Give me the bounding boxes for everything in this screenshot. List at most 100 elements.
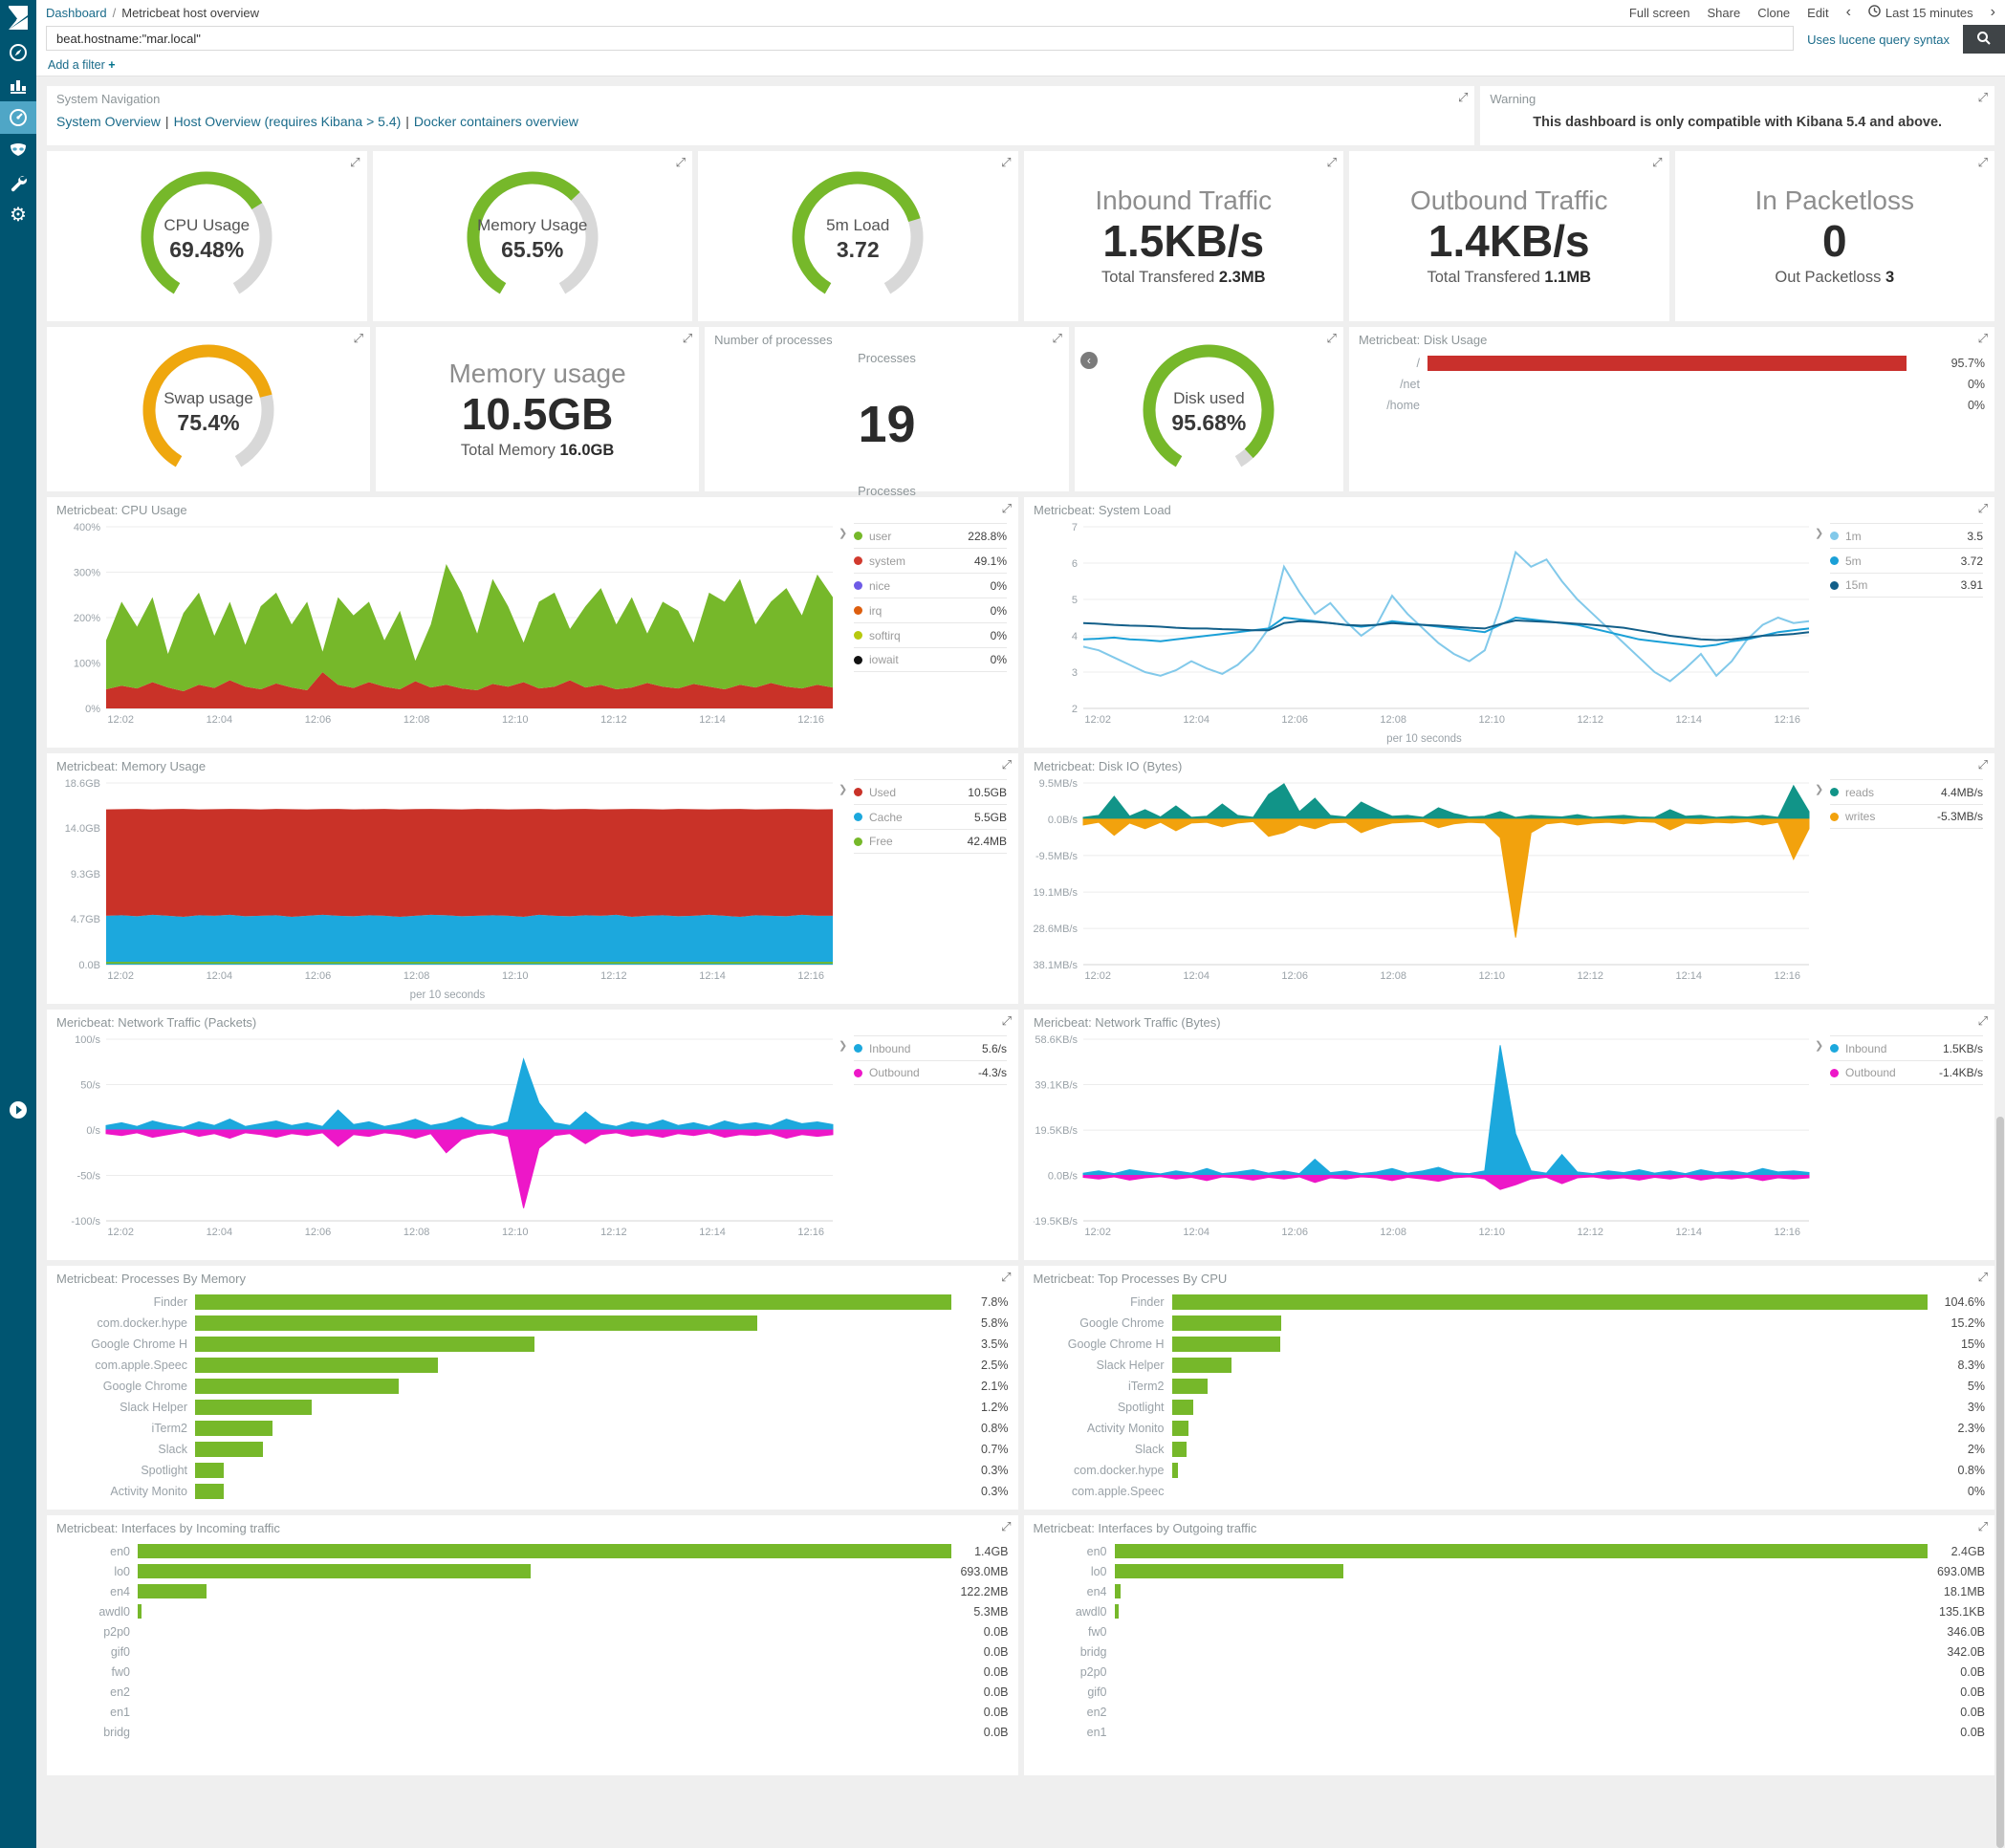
expand-icon[interactable]: ⤢ <box>1977 155 1988 169</box>
expand-icon[interactable]: ⤢ <box>1977 331 1989 345</box>
legend-collapse-chevron[interactable]: ❯ <box>839 784 848 795</box>
expand-icon[interactable]: ⤢ <box>1001 501 1012 515</box>
bar-fill[interactable] <box>1171 1400 1194 1415</box>
kibana-logo[interactable] <box>0 0 36 36</box>
expand-icon[interactable]: ⤢ <box>1977 1519 1988 1533</box>
legend-item[interactable]: softirq 0% <box>854 622 1007 647</box>
bar-fill[interactable] <box>1171 1358 1231 1373</box>
system-load-chart[interactable]: 7 6 5 4 3 2 12:02 12:04 12:06 12:08 12:10 12:12 12:1… <box>1034 519 1815 745</box>
legend-item[interactable]: irq 0% <box>854 598 1007 622</box>
query-input[interactable] <box>46 26 1795 51</box>
nav-link[interactable]: System Overview <box>56 114 161 129</box>
bar-fill[interactable] <box>1114 1544 1928 1558</box>
bar-fill[interactable] <box>1114 1564 1344 1578</box>
sidebar-item-visualize[interactable] <box>0 69 36 101</box>
legend-item[interactable]: iowait 0% <box>854 647 1007 672</box>
expand-icon[interactable]: ⤢ <box>675 155 686 169</box>
search-button[interactable] <box>1963 25 2005 54</box>
bar-fill[interactable] <box>138 1564 531 1578</box>
sidebar-item-dev-tools[interactable] <box>0 166 36 199</box>
legend-item[interactable]: Free 42.4MB <box>854 829 1007 854</box>
cpu-usage-chart[interactable]: 400% 300% 200% 100% 0% 12:02 12:04 12:06 12:08 12… <box>56 519 839 732</box>
legend-item[interactable]: Outbound -1.4KB/s <box>1830 1060 1983 1085</box>
legend-item[interactable]: 15m 3.91 <box>1830 573 1983 598</box>
expand-icon[interactable]: ⤢ <box>1977 501 1988 515</box>
bar-fill[interactable] <box>195 1337 534 1352</box>
legend-item[interactable]: system 49.1% <box>854 548 1007 573</box>
legend-item[interactable]: Inbound 5.6/s <box>854 1035 1007 1060</box>
bar-fill[interactable] <box>195 1463 225 1478</box>
sidebar-item-monitoring[interactable] <box>0 134 36 166</box>
time-back-chevron[interactable]: ‹ <box>1845 4 1851 20</box>
clone-button[interactable]: Clone <box>1757 5 1791 20</box>
expand-icon[interactable]: ⤢ <box>1001 1013 1012 1028</box>
legend-item[interactable]: user 228.8% <box>854 523 1007 548</box>
expand-icon[interactable]: ⤢ <box>1977 757 1988 772</box>
time-forward-chevron[interactable]: › <box>1990 4 1995 20</box>
memory-usage-chart[interactable]: 18.6GB 14.0GB 9.3GB 4.7GB 0.0B 12:02 12:04 12:0… <box>56 775 839 1001</box>
legend-item[interactable]: 5m 3.72 <box>1830 548 1983 573</box>
sidebar-item-dashboard[interactable] <box>0 101 36 134</box>
add-filter-button[interactable]: Add a filter + <box>48 57 116 72</box>
bar-fill[interactable] <box>1427 356 1907 371</box>
expand-icon[interactable]: ⤢ <box>350 155 360 169</box>
bar-fill[interactable] <box>1114 1584 1121 1598</box>
expand-icon[interactable]: ⤢ <box>682 331 693 345</box>
legend-toggle-icon[interactable]: ‹ <box>1079 352 1098 369</box>
expand-icon[interactable]: ⤢ <box>1001 1270 1012 1284</box>
bar-fill[interactable] <box>1171 1442 1187 1457</box>
legend-collapse-chevron[interactable]: ❯ <box>1815 784 1824 795</box>
expand-icon[interactable]: ⤢ <box>1001 1519 1012 1533</box>
bar-fill[interactable] <box>138 1604 142 1619</box>
expand-icon[interactable]: ⤢ <box>1977 1013 1988 1028</box>
bar-fill[interactable] <box>195 1484 225 1499</box>
bar-fill[interactable] <box>1114 1604 1119 1619</box>
legend-collapse-chevron[interactable]: ❯ <box>839 1040 848 1052</box>
legend-collapse-chevron[interactable]: ❯ <box>1815 528 1824 539</box>
expand-icon[interactable]: ⤢ <box>353 331 364 345</box>
expand-icon[interactable]: ⤢ <box>1457 90 1469 104</box>
legend-item[interactable]: Used 10.5GB <box>854 779 1007 804</box>
legend-item[interactable]: nice 0% <box>854 573 1007 598</box>
nav-link[interactable]: Host Overview (requires Kibana > 5.4) <box>173 114 402 129</box>
sidebar-item-discover[interactable] <box>0 36 36 69</box>
bar-fill[interactable] <box>138 1584 207 1598</box>
bar-fill[interactable] <box>1171 1337 1280 1352</box>
expand-icon[interactable]: ⤢ <box>1001 757 1012 772</box>
expand-icon[interactable]: ⤢ <box>1001 155 1012 169</box>
bar-fill[interactable] <box>1171 1421 1188 1436</box>
share-button[interactable]: Share <box>1707 5 1741 20</box>
expand-icon[interactable]: ⤢ <box>1326 331 1337 345</box>
bar-fill[interactable] <box>1171 1315 1282 1331</box>
nav-link[interactable]: Docker containers overview <box>413 114 578 129</box>
expand-icon[interactable]: ⤢ <box>1326 155 1337 169</box>
expand-icon[interactable]: ⤢ <box>1652 155 1663 169</box>
network-bytes-chart[interactable]: 58.6KB/s 39.1KB/s 19.5KB/s 0.0B/s -19.5KB/s 1… <box>1032 1032 1815 1245</box>
bar-fill[interactable] <box>138 1544 951 1558</box>
network-packets-chart[interactable]: 100/s 50/s 0/s -50/s -100/s 12:02 12:04 12:06 12… <box>56 1032 839 1245</box>
bar-fill[interactable] <box>195 1379 399 1394</box>
bar-fill[interactable] <box>195 1400 312 1415</box>
legend-item[interactable]: Cache 5.5GB <box>854 804 1007 829</box>
bar-fill[interactable] <box>195 1442 264 1457</box>
bar-fill[interactable] <box>1171 1294 1928 1310</box>
time-range-picker[interactable]: Last 15 minutes <box>1868 5 1973 20</box>
sidebar-item-management[interactable]: ⚙ <box>0 199 36 231</box>
bar-fill[interactable] <box>195 1294 951 1310</box>
edit-button[interactable]: Edit <box>1807 5 1829 20</box>
expand-icon[interactable]: ⤢ <box>1977 90 1988 104</box>
breadcrumb-dashboard-link[interactable]: Dashboard <box>46 5 107 20</box>
bar-fill[interactable] <box>1171 1463 1178 1478</box>
expand-icon[interactable]: ⤢ <box>1052 331 1062 345</box>
disk-io-chart[interactable]: 9.5MB/s 0.0B/s -9.5MB/s -19.1MB/s -28.6MB/s -… <box>1030 775 1815 989</box>
bar-fill[interactable] <box>1171 1379 1209 1394</box>
lucene-syntax-link[interactable]: Uses lucene query syntax <box>1807 32 1950 47</box>
legend-item[interactable]: writes -5.3MB/s <box>1830 804 1983 829</box>
legend-item[interactable]: 1m 3.5 <box>1830 523 1983 548</box>
bar-fill[interactable] <box>195 1315 758 1331</box>
vertical-scrollbar[interactable] <box>1996 1117 2004 1848</box>
sidebar-collapse-button[interactable] <box>0 1098 36 1126</box>
legend-collapse-chevron[interactable]: ❯ <box>1815 1040 1824 1052</box>
bar-fill[interactable] <box>195 1421 273 1436</box>
legend-item[interactable]: Inbound 1.5KB/s <box>1830 1035 1983 1060</box>
